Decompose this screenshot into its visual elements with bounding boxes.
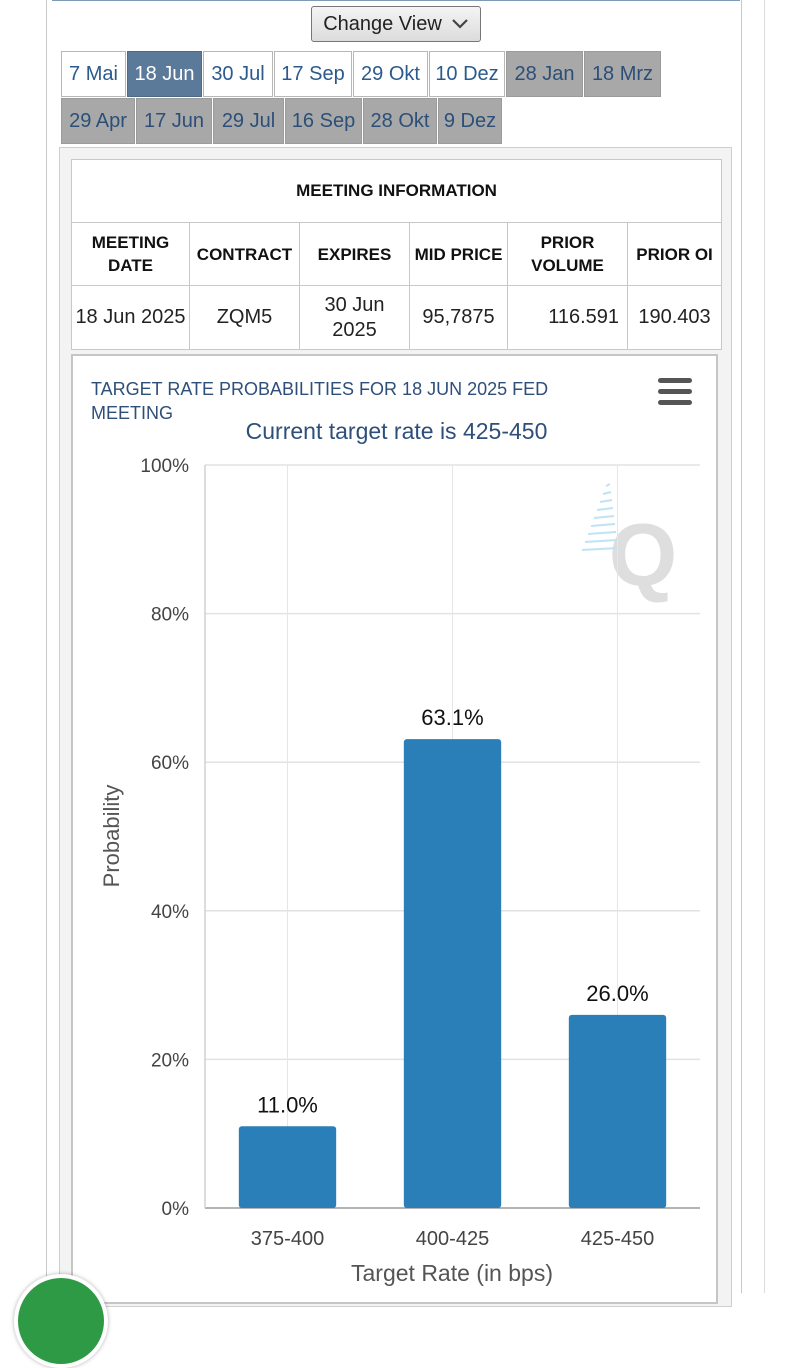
tab-meeting-date[interactable]: 16 Sep <box>285 98 362 144</box>
tab-label: 28 Okt <box>370 109 430 132</box>
watermark-streak <box>599 499 613 503</box>
y-tick-label: 100% <box>140 456 189 477</box>
column-header: CONTRACT <box>189 222 300 286</box>
column-header: PRIOR VOLUME <box>507 222 628 286</box>
y-tick-label: 60% <box>151 753 189 774</box>
tab-label: 7 Mai <box>69 62 118 85</box>
table-row: 18 Jun 2025 ZQM5 30 Jun 2025 95,7875 116… <box>71 285 723 350</box>
tab-meeting-date[interactable]: 17 Jun <box>136 98 212 144</box>
meeting-info-table: MEETING INFORMATION MEETING DATE CONTRAC… <box>70 159 723 350</box>
tab-label: 29 Okt <box>361 62 420 85</box>
change-view-button[interactable]: Change View <box>311 6 481 42</box>
watermark-streak <box>587 531 617 535</box>
tab-label: 18 Jun <box>134 62 195 85</box>
tab-label: 30 Jul <box>211 62 265 85</box>
data-label: 11.0% <box>257 1092 318 1117</box>
tab-label: 17 Jun <box>143 109 205 132</box>
watermark-streak <box>584 539 618 543</box>
tab-meeting-date[interactable]: 29 Jul <box>213 98 284 144</box>
bar <box>403 739 502 1208</box>
tab-label: 9 Dez <box>443 109 497 132</box>
tab-label: 28 Jan <box>514 62 575 85</box>
tab-meeting-date[interactable]: 29 Apr <box>61 98 135 144</box>
watermark-streak <box>590 523 616 527</box>
y-axis-title: Probability <box>99 785 124 888</box>
tab-label: 29 Jul <box>221 109 276 132</box>
tab-label: 29 Apr <box>69 109 127 132</box>
x-tick-label: 375-400 <box>251 1228 324 1250</box>
tab-meeting-date[interactable]: 28 Jan <box>506 51 583 97</box>
tab-meeting-date[interactable]: 7 Mai <box>61 51 126 97</box>
chevron-down-icon <box>452 19 468 29</box>
y-tick-label: 0% <box>162 1199 190 1220</box>
tab-meeting-date[interactable]: 9 Dez <box>438 98 502 144</box>
x-tick-label: 425-450 <box>581 1228 654 1250</box>
tab-meeting-date[interactable]: 30 Jul <box>203 51 273 97</box>
tab-label: 17 Sep <box>281 62 345 85</box>
watermark-streak <box>596 507 614 511</box>
chart-title: TARGET RATE PROBABILITIES FOR 18 JUN 202… <box>91 379 549 423</box>
bar <box>238 1126 337 1208</box>
chart-subtitle: Current target rate is 425-450 <box>245 418 548 444</box>
watermark-streak <box>605 483 611 487</box>
frame-top-border <box>52 0 740 1</box>
prior-oi-cell: 190.403 <box>626 285 723 350</box>
change-view-label: Change View <box>323 12 442 35</box>
bar <box>568 1014 667 1208</box>
mid-price-cell: 95,7875 <box>409 285 508 350</box>
tab-label: 18 Mrz <box>591 62 654 85</box>
tab-label: 10 Dez <box>435 62 499 85</box>
expires-cell: 30 Jun 2025 <box>299 285 410 350</box>
tab-meeting-date[interactable]: 10 Dez <box>429 51 505 97</box>
y-tick-label: 80% <box>151 605 189 626</box>
watermark-streak <box>602 491 612 495</box>
data-label: 26.0% <box>586 981 648 1006</box>
hamburger-menu-icon[interactable] <box>658 378 692 406</box>
tab-meeting-date[interactable]: 18 Jun <box>127 51 202 97</box>
floating-action-icon[interactable] <box>14 1274 108 1368</box>
q-logo-icon: Q <box>609 505 677 604</box>
tab-meeting-date[interactable]: 28 Okt <box>363 98 437 144</box>
tab-meeting-date[interactable]: 17 Sep <box>274 51 352 97</box>
x-tick-label: 400-425 <box>416 1228 489 1250</box>
y-tick-label: 40% <box>151 902 189 923</box>
column-header: PRIOR OI <box>626 222 723 286</box>
bar-chart: Q 0% 20% 40% 60% 80% 100% 11.0% 375-400 63.1% 400-… <box>99 456 700 1286</box>
meeting-info-title: MEETING INFORMATION <box>70 159 723 223</box>
tab-meeting-date[interactable]: 29 Okt <box>353 51 428 97</box>
y-tick-label: 20% <box>151 1050 189 1071</box>
watermark-streak <box>581 547 619 551</box>
right-divider <box>764 0 765 1293</box>
x-axis-title: Target Rate (in bps) <box>351 1260 553 1286</box>
tab-label: 16 Sep <box>291 109 356 132</box>
tab-meeting-date[interactable]: 18 Mrz <box>584 51 661 97</box>
data-label: 63.1% <box>421 705 483 730</box>
watermark-streak <box>593 515 615 519</box>
